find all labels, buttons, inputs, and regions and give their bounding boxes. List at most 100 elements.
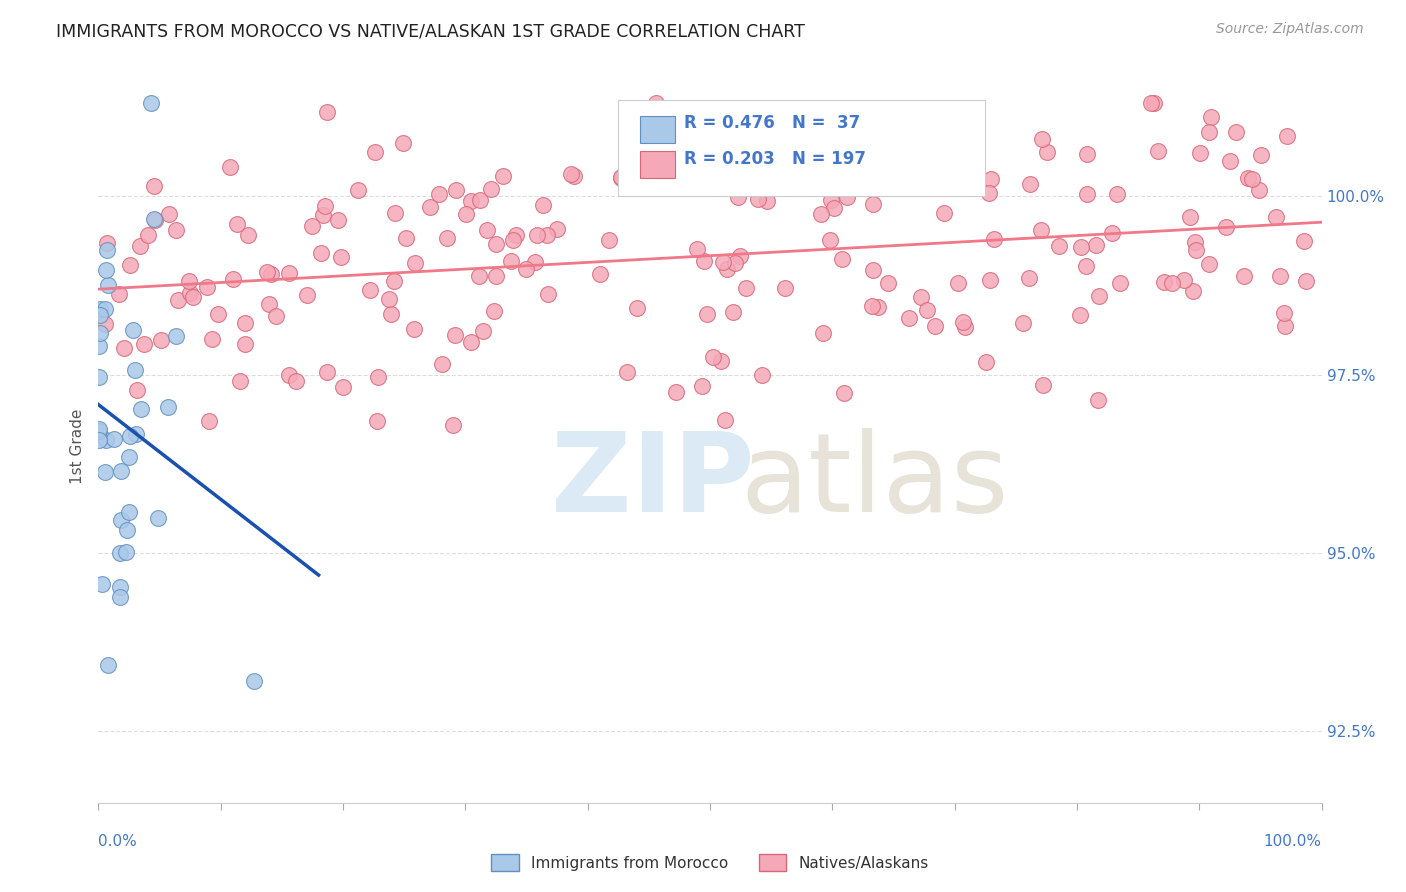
- Point: [129, 402, 152, 417]
- Point: [747, 192, 769, 206]
- Point: [243, 674, 266, 689]
- Point: [264, 309, 287, 323]
- Point: [278, 266, 301, 280]
- Point: [1240, 172, 1263, 186]
- Point: [1153, 275, 1175, 289]
- Point: [1035, 145, 1057, 159]
- Point: [976, 355, 998, 369]
- Point: [257, 297, 280, 311]
- Point: [860, 299, 883, 313]
- Point: [1070, 240, 1092, 254]
- Point: [94, 317, 117, 331]
- Point: [862, 197, 884, 211]
- Point: [165, 222, 187, 236]
- Point: [118, 258, 141, 272]
- Point: [693, 254, 716, 268]
- Point: [952, 315, 974, 329]
- Point: [312, 208, 335, 222]
- Point: [141, 96, 163, 111]
- Point: [1031, 132, 1053, 146]
- Point: [177, 273, 200, 287]
- Point: [87, 339, 110, 353]
- Point: [96, 243, 118, 257]
- Point: [1188, 146, 1211, 161]
- Point: [1160, 276, 1182, 290]
- Point: [835, 190, 858, 204]
- Point: [89, 301, 111, 316]
- Point: [112, 341, 135, 355]
- Point: [1180, 211, 1202, 225]
- Point: [562, 169, 585, 183]
- Point: [278, 368, 301, 382]
- Point: [616, 365, 638, 379]
- Point: [531, 198, 554, 212]
- Point: [589, 267, 612, 281]
- Point: [868, 300, 890, 314]
- Point: [125, 383, 148, 397]
- Text: R = 0.476   N =  37: R = 0.476 N = 37: [685, 114, 860, 132]
- Point: [468, 269, 491, 284]
- Point: [136, 228, 159, 243]
- Point: [696, 307, 718, 321]
- Point: [430, 357, 453, 371]
- Point: [832, 386, 855, 401]
- Point: [482, 304, 505, 318]
- Point: [90, 577, 112, 591]
- Point: [384, 206, 406, 220]
- Point: [1233, 269, 1256, 284]
- Point: [711, 255, 734, 269]
- Point: [89, 424, 111, 438]
- Point: [359, 283, 381, 297]
- Point: [233, 316, 256, 330]
- Point: [1101, 227, 1123, 241]
- Point: [120, 429, 142, 443]
- Point: [129, 239, 152, 253]
- Point: [862, 113, 884, 128]
- Point: [471, 324, 494, 338]
- Point: [96, 433, 118, 447]
- Point: [948, 276, 970, 290]
- Point: [328, 212, 350, 227]
- Point: [468, 193, 491, 207]
- Point: [402, 322, 425, 336]
- Point: [823, 202, 845, 216]
- Text: R = 0.203   N = 197: R = 0.203 N = 197: [685, 150, 866, 168]
- Point: [97, 658, 120, 673]
- Point: [233, 337, 256, 351]
- Point: [236, 228, 259, 243]
- Point: [441, 417, 464, 432]
- Point: [148, 510, 170, 524]
- Point: [132, 337, 155, 351]
- Point: [1031, 223, 1053, 237]
- Point: [773, 281, 796, 295]
- Point: [110, 464, 132, 478]
- Point: [897, 311, 920, 326]
- Point: [89, 326, 111, 341]
- Text: 0.0%: 0.0%: [98, 834, 138, 849]
- Point: [1018, 271, 1040, 285]
- Point: [156, 401, 179, 415]
- Point: [395, 231, 418, 245]
- Point: [1109, 276, 1132, 290]
- Point: [1274, 318, 1296, 333]
- Point: [143, 212, 166, 227]
- Point: [626, 301, 648, 316]
- Point: [89, 369, 111, 384]
- Point: [1264, 210, 1286, 224]
- Point: [229, 374, 252, 388]
- Point: [219, 160, 242, 174]
- Bar: [640, 152, 675, 178]
- Point: [645, 96, 668, 111]
- Point: [142, 212, 165, 227]
- Point: [610, 171, 633, 186]
- Point: [610, 170, 633, 185]
- Point: [742, 180, 765, 194]
- Text: IMMIGRANTS FROM MOROCCO VS NATIVE/ALASKAN 1ST GRADE CORRELATION CHART: IMMIGRANTS FROM MOROCCO VS NATIVE/ALASKA…: [56, 22, 806, 40]
- Point: [460, 334, 482, 349]
- Point: [392, 136, 415, 151]
- Point: [751, 368, 773, 383]
- Point: [94, 465, 117, 479]
- Point: [1032, 377, 1054, 392]
- Point: [364, 145, 387, 159]
- Point: [730, 249, 752, 263]
